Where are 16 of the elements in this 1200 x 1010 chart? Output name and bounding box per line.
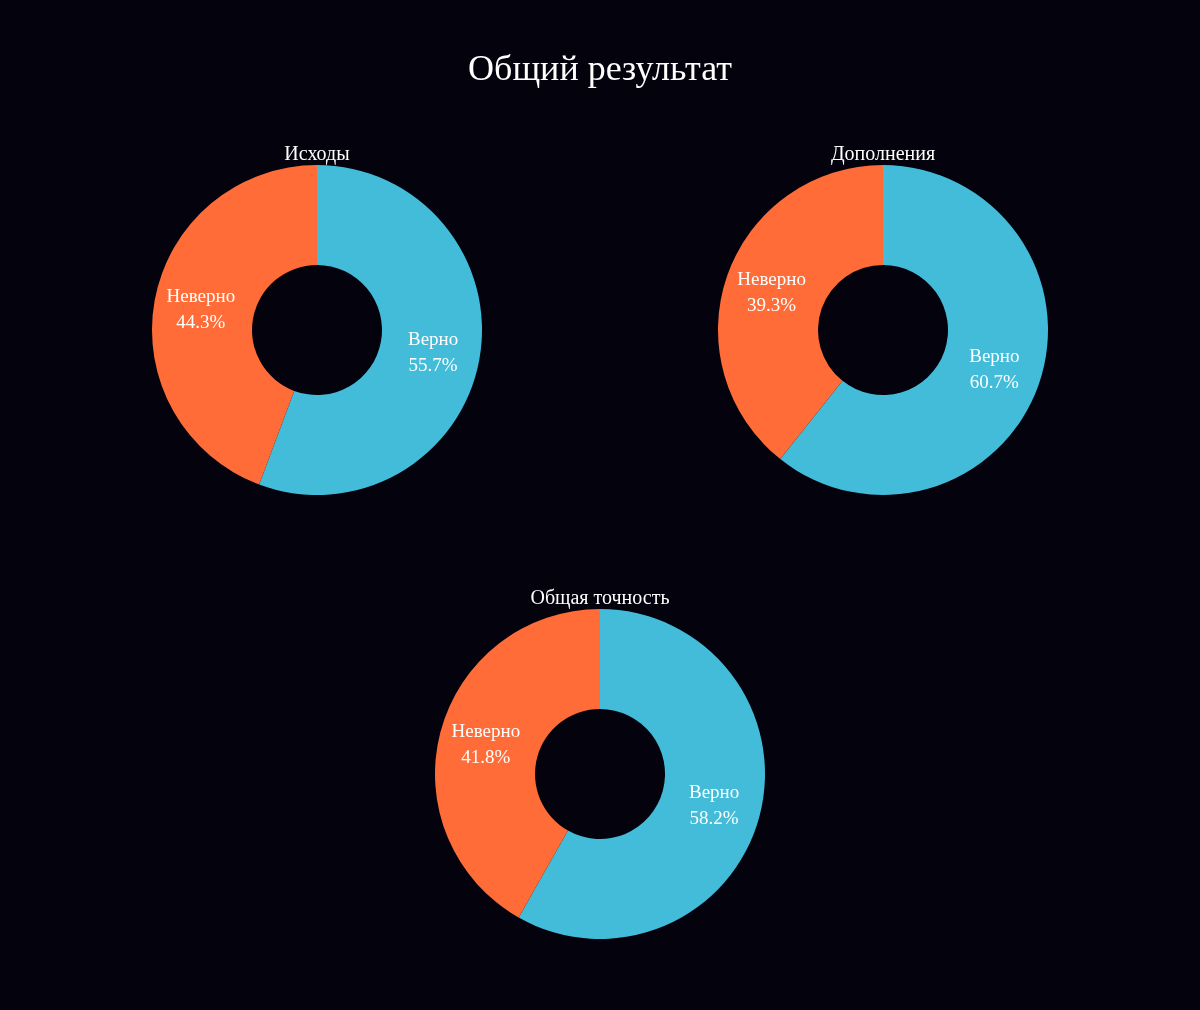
slice-label: Неверно xyxy=(737,267,806,289)
data-label: 58.2% xyxy=(689,806,739,828)
data-label: 41.8% xyxy=(461,746,511,768)
slice-label: Неверно xyxy=(451,720,521,742)
chart-title: Дополнения xyxy=(830,142,936,165)
slice-label: Верно xyxy=(688,780,740,802)
chart-title: Общая точность xyxy=(530,586,670,609)
text: Общий результат xyxy=(467,47,733,90)
slice-label: Верно xyxy=(969,345,1020,367)
data-label: 39.3% xyxy=(747,293,797,315)
data-label: 44.3% xyxy=(176,311,226,333)
slice-label: Верно xyxy=(407,327,459,349)
slice-label: Неверно xyxy=(166,285,236,307)
chart-title: Исходы xyxy=(284,142,350,165)
data-label: 55.7% xyxy=(408,353,458,375)
data-label: 60.7% xyxy=(969,371,1020,393)
